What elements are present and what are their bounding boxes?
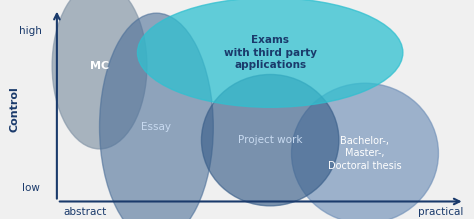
- Text: low: low: [22, 183, 40, 193]
- Text: practical: practical: [418, 207, 464, 217]
- Ellipse shape: [201, 74, 339, 206]
- Text: Project work: Project work: [238, 135, 302, 145]
- Text: Essay: Essay: [141, 122, 172, 132]
- Text: high: high: [19, 26, 42, 36]
- Text: abstract: abstract: [64, 207, 107, 217]
- Ellipse shape: [100, 13, 213, 219]
- Text: Exams
with third party
applications: Exams with third party applications: [224, 35, 317, 70]
- Ellipse shape: [137, 0, 403, 107]
- Ellipse shape: [52, 0, 147, 149]
- Text: MC: MC: [90, 61, 109, 71]
- Ellipse shape: [292, 83, 438, 219]
- Text: Control: Control: [9, 87, 19, 132]
- Text: Bachelor-,
Master-,
Doctoral thesis: Bachelor-, Master-, Doctoral thesis: [328, 136, 402, 171]
